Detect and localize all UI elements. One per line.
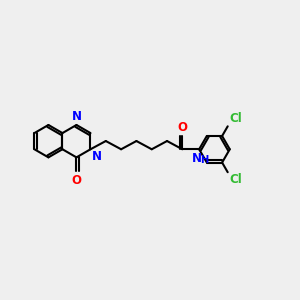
Text: O: O (71, 174, 82, 187)
Text: O: O (178, 121, 188, 134)
Text: Cl: Cl (229, 173, 242, 186)
Text: N: N (71, 110, 82, 123)
Text: N: N (92, 150, 102, 163)
Text: H: H (200, 155, 208, 165)
Text: N: N (192, 152, 202, 165)
Text: Cl: Cl (229, 112, 242, 125)
